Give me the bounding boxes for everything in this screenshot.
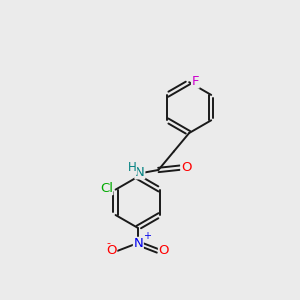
Text: N: N (134, 237, 143, 250)
Text: +: + (143, 231, 151, 241)
Text: O: O (106, 244, 117, 257)
Text: O: O (181, 161, 191, 174)
Text: H: H (128, 161, 136, 174)
Text: Cl: Cl (100, 182, 113, 195)
Text: N: N (135, 166, 145, 179)
Text: F: F (192, 75, 199, 88)
Text: -: - (107, 238, 111, 248)
Text: O: O (158, 244, 169, 257)
